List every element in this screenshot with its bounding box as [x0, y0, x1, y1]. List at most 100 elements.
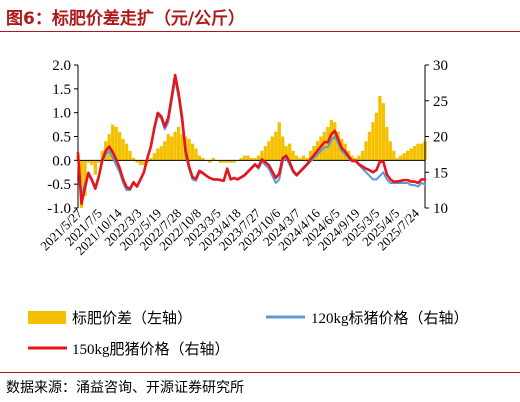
spread-bar: [142, 160, 146, 166]
spread-bar: [201, 157, 205, 161]
spread-bar: [274, 131, 278, 161]
price-150kg-line: [76, 73, 427, 206]
spread-bar: [392, 150, 396, 161]
spread-bar: [187, 138, 191, 161]
spread-bar: [86, 160, 91, 163]
spread-bar: [402, 153, 406, 161]
spread-bar: [149, 157, 153, 161]
spread-bar: [260, 150, 264, 161]
spread-bar: [222, 160, 226, 163]
spread-bar: [409, 148, 413, 161]
spread-bar: [326, 126, 330, 161]
x-tick-labels: 2021/5/272021/7/52021/10/142022/3/32022/…: [37, 205, 422, 258]
spread-bar: [97, 160, 101, 163]
legend-swatch-spread: [28, 311, 66, 324]
spread-bar: [256, 155, 261, 161]
spread-bar: [298, 157, 302, 161]
spread-bar: [308, 150, 313, 161]
right-tick-label: 30: [433, 58, 448, 74]
right-tick-label: 20: [433, 130, 448, 146]
spread-bar: [246, 155, 250, 161]
figure-title: 图6：标肥价差走扩（元/公斤）: [6, 9, 246, 29]
spread-bar: [100, 150, 104, 161]
legend-label-spread: 标肥价差（左轴）: [72, 310, 192, 327]
spread-bar: [364, 141, 368, 161]
spread-bar: [79, 160, 84, 208]
spread-bar: [180, 134, 184, 161]
spread-bar: [353, 157, 358, 161]
spread-bar: [211, 157, 215, 161]
legend: 标肥价差（左轴） 120kg标猪价格（右轴） 150kg肥猪价格（右轴）: [28, 310, 469, 358]
left-tick-label: 0.0: [52, 153, 71, 169]
spread-bar: [197, 155, 202, 161]
left-tick-label: -1.0: [47, 201, 71, 217]
left-tick-label: 1.0: [52, 106, 71, 122]
spread-bar: [128, 150, 132, 161]
source-note: 数据来源：涌益咨询、开源证券研究所: [6, 380, 244, 396]
spread-bar: [419, 143, 424, 161]
spread-bar: [388, 141, 392, 161]
spread-bar: [242, 155, 247, 161]
right-tick-label: 10: [433, 201, 448, 217]
spread-bar: [239, 157, 243, 161]
spread-bar: [412, 146, 417, 161]
spread-bar: [124, 143, 129, 161]
legend-label-120kg: 120kg标猪价格（右轴）: [311, 310, 469, 327]
spread-bar: [176, 126, 181, 161]
spread-bar: [277, 122, 281, 161]
spread-bars: [76, 95, 427, 208]
spread-bar: [301, 155, 306, 161]
spread-bar: [294, 155, 299, 161]
spread-bar: [138, 160, 143, 166]
spread-bar: [336, 131, 340, 161]
spread-bar: [90, 160, 94, 166]
spread-bar: [121, 138, 125, 161]
spread-bar: [229, 160, 233, 163]
spread-bar: [395, 157, 399, 161]
spread-bar: [166, 134, 170, 161]
spread-bar: [399, 155, 403, 161]
spread-bar: [93, 160, 97, 175]
y-tick-labels: -1.0 -0.5 0.0 0.5 1.0 1.5 2.0 10 15 20 25 30: [47, 58, 448, 217]
spread-bar: [135, 160, 139, 163]
spread-bar: [416, 143, 420, 161]
spread-bar: [281, 136, 285, 161]
spread-bar: [406, 150, 410, 161]
spread-bar: [267, 141, 271, 161]
spread-bar: [152, 153, 156, 161]
spread-bar: [159, 146, 163, 161]
spread-bar: [305, 157, 309, 161]
spread-bar: [270, 136, 274, 161]
spread-bar: [170, 136, 174, 161]
spread-bar: [291, 150, 295, 161]
spread-bar: [360, 150, 365, 161]
chart: -1.0 -0.5 0.0 0.5 1.0 1.5 2.0 10 15 20 25 30 2021/5…: [28, 58, 469, 358]
spread-bar: [83, 160, 87, 197]
spread-bar: [190, 143, 195, 161]
spread-bar: [357, 155, 361, 161]
figure-header: 图6：标肥价差走扩（元/公斤）: [0, 0, 520, 32]
spread-bar: [381, 103, 386, 161]
left-tick-label: 0.5: [52, 130, 71, 146]
spread-bar: [218, 160, 222, 163]
price-lines: [76, 73, 427, 206]
spread-bar: [117, 131, 122, 161]
spread-bar: [322, 131, 327, 161]
spread-bar: [371, 122, 375, 161]
legend-label-150kg: 150kg肥猪价格（右轴）: [72, 341, 230, 358]
spread-bar: [131, 157, 136, 161]
right-tick-label: 15: [433, 165, 448, 181]
right-tick-label: 25: [433, 94, 448, 110]
spread-bar: [225, 160, 229, 163]
left-tick-label: 2.0: [52, 58, 71, 74]
source-divider: [0, 372, 520, 373]
spread-bar: [263, 146, 268, 161]
left-tick-label: 1.5: [52, 82, 71, 98]
spread-bar: [253, 157, 257, 161]
spread-bar: [350, 155, 354, 161]
left-tick-label: -0.5: [47, 177, 71, 193]
spread-bar: [367, 131, 372, 161]
spread-bar: [194, 148, 198, 161]
spread-bar: [378, 95, 382, 161]
spread-bar: [385, 126, 389, 161]
